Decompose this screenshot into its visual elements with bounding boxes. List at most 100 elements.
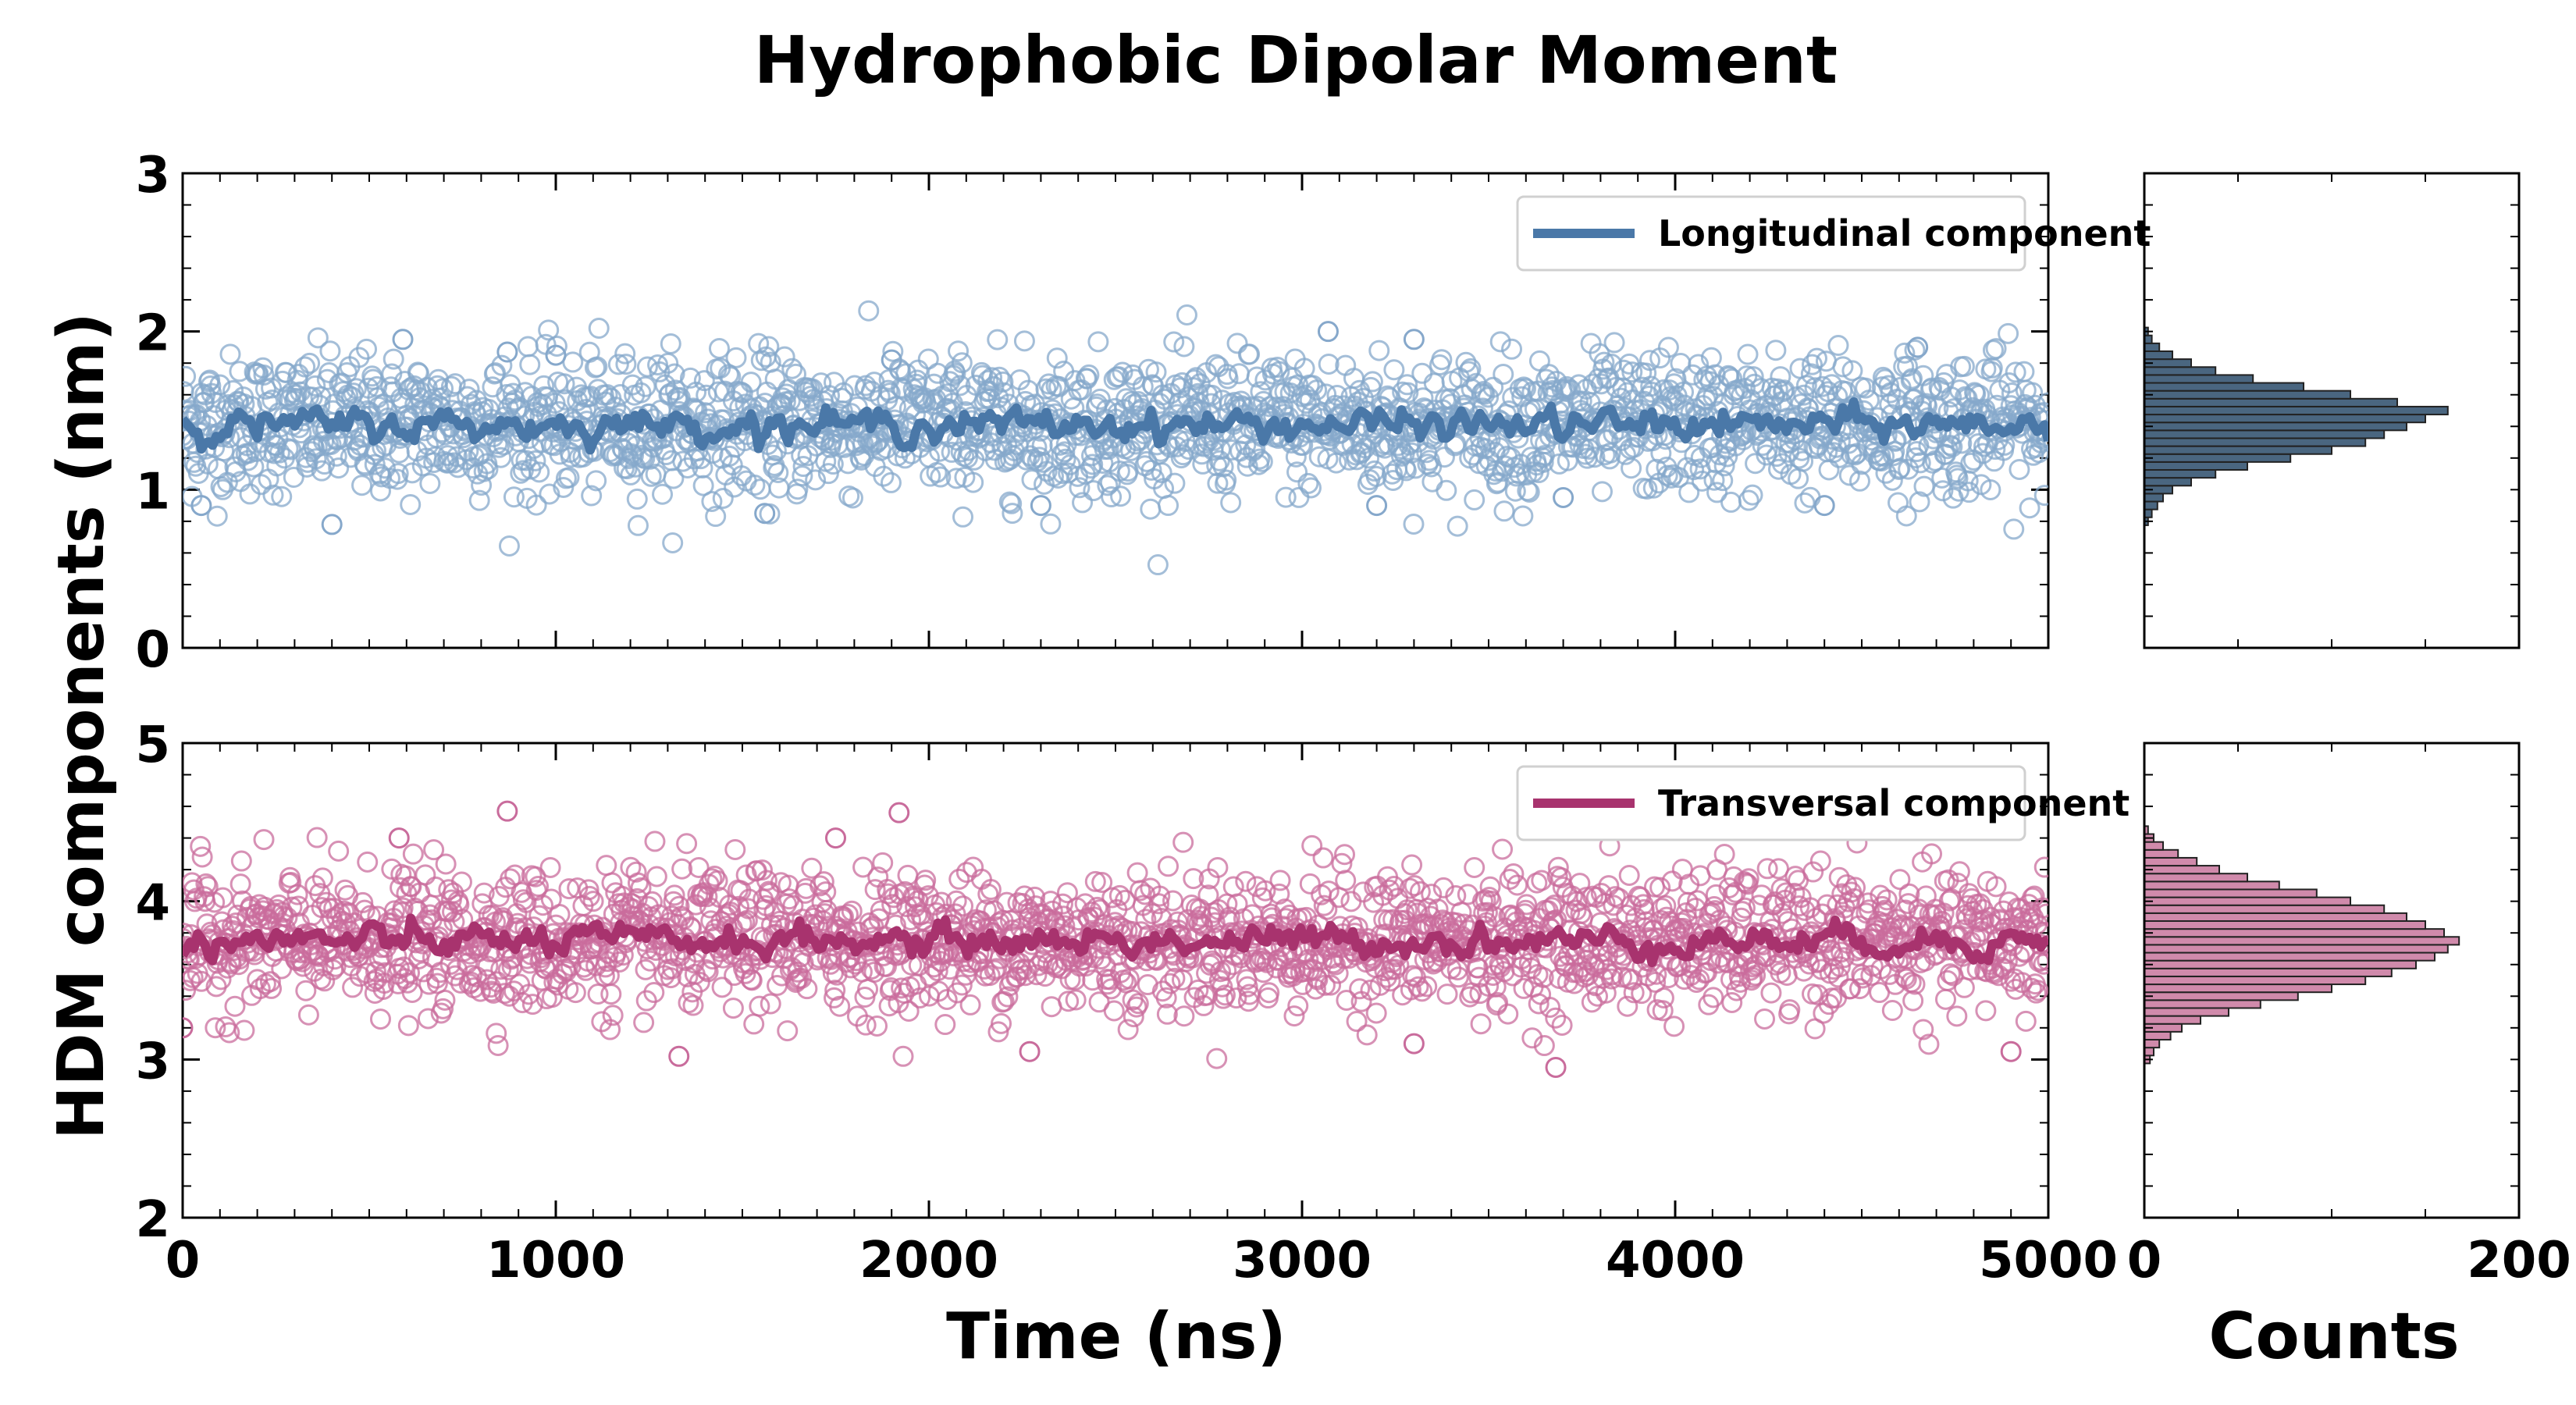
bottom-point bbox=[515, 891, 537, 913]
bottom-point bbox=[1155, 987, 1177, 1008]
bottom-point bbox=[2027, 980, 2048, 1001]
bottom-point bbox=[1135, 909, 1157, 930]
bottom-point bbox=[1829, 956, 1851, 978]
bottom-point bbox=[1904, 973, 1926, 995]
top-point bbox=[2003, 518, 2025, 540]
bottom-point bbox=[1840, 978, 1862, 1000]
bottom-point bbox=[668, 895, 690, 917]
bottom-point bbox=[860, 959, 882, 980]
bottom-ytick-label: 3 bbox=[135, 1033, 170, 1090]
top-point bbox=[606, 445, 628, 467]
top-outlier-point bbox=[881, 349, 902, 371]
bottom-point bbox=[630, 877, 652, 898]
top-point bbox=[1660, 467, 1682, 489]
top-point bbox=[1621, 457, 1642, 479]
bottom-point bbox=[864, 879, 886, 901]
bottom-point bbox=[286, 884, 308, 905]
top-point bbox=[328, 457, 350, 479]
top-point bbox=[558, 467, 580, 489]
top-point bbox=[1802, 354, 1823, 375]
bottom-hist-bar bbox=[2144, 959, 2417, 969]
top-point bbox=[749, 478, 771, 500]
bottom-point bbox=[1703, 987, 1724, 1008]
top-point bbox=[724, 476, 745, 498]
bottom-point bbox=[1427, 898, 1449, 920]
top-point bbox=[1455, 351, 1477, 373]
top-point bbox=[1855, 377, 1877, 399]
top-point bbox=[1737, 343, 1759, 365]
bottom-point bbox=[280, 872, 302, 894]
bottom-point bbox=[644, 831, 666, 852]
top-point bbox=[262, 389, 283, 411]
bottom-point bbox=[1653, 987, 1674, 1009]
top-point bbox=[1841, 360, 1863, 382]
top-point bbox=[951, 352, 973, 374]
bottom-point bbox=[1948, 861, 1970, 883]
bottom-point bbox=[1470, 1013, 1492, 1035]
bottom-point bbox=[402, 843, 424, 865]
top-point bbox=[503, 486, 525, 508]
bottom-hist-bar bbox=[2144, 984, 2332, 994]
bottom-hist-bar bbox=[2144, 928, 2445, 938]
bottom-point bbox=[682, 994, 704, 1016]
bottom-point bbox=[1479, 876, 1501, 898]
bottom-point bbox=[1253, 962, 1275, 984]
bottom-point bbox=[1779, 999, 1801, 1021]
top-point bbox=[1147, 554, 1169, 576]
bottom-point bbox=[369, 1008, 391, 1030]
bottom-point bbox=[528, 876, 550, 898]
bottom-point bbox=[1953, 976, 1975, 998]
top-point bbox=[1774, 379, 1795, 401]
top-hist-bar bbox=[2144, 477, 2192, 487]
top-point bbox=[1873, 445, 1895, 467]
bottom-point bbox=[1162, 890, 1184, 912]
bottom-point bbox=[418, 973, 440, 995]
top-point bbox=[304, 375, 326, 397]
top-point bbox=[271, 486, 293, 507]
bottom-point bbox=[1939, 963, 1961, 985]
bottom-point bbox=[374, 962, 396, 984]
bottom-hist-bar bbox=[2144, 865, 2220, 875]
bottom-point bbox=[295, 980, 317, 1001]
bottom-point bbox=[1212, 976, 1233, 998]
bottom-legend-box bbox=[1516, 765, 2026, 841]
top-point bbox=[183, 365, 197, 387]
bottom-outlier-point bbox=[1545, 1056, 1567, 1078]
top-point bbox=[588, 318, 610, 340]
bottom-point bbox=[1734, 897, 1756, 919]
top-point bbox=[1046, 347, 1068, 369]
bottom-point bbox=[741, 969, 763, 991]
top-point bbox=[819, 385, 841, 407]
top-point bbox=[239, 483, 261, 505]
bottom-point bbox=[759, 882, 781, 904]
bottom-point bbox=[1827, 966, 1849, 988]
top-point bbox=[477, 458, 499, 480]
bottom-point bbox=[909, 987, 931, 1008]
top-outlier-point bbox=[1366, 495, 1388, 517]
top-point bbox=[627, 514, 649, 536]
top-point bbox=[1154, 388, 1176, 410]
bottom-point bbox=[486, 971, 508, 993]
bottom-point bbox=[578, 885, 600, 907]
bottom-hist-bar bbox=[2144, 848, 2179, 859]
top-hist-bar bbox=[2144, 382, 2304, 392]
x-axis-label-time: Time (ns) bbox=[946, 1300, 1286, 1374]
top-point bbox=[299, 352, 321, 374]
top-point bbox=[581, 485, 603, 507]
top-point bbox=[1140, 498, 1162, 520]
bottom-point bbox=[1207, 856, 1229, 878]
bottom-hist-bar bbox=[2144, 888, 2318, 898]
bottom-point bbox=[225, 912, 247, 934]
bottom-point bbox=[1336, 989, 1357, 1011]
bottom-outlier-point bbox=[888, 802, 910, 823]
top-point bbox=[880, 471, 902, 493]
bottom-point bbox=[1235, 870, 1257, 892]
bottom-point bbox=[276, 906, 298, 928]
top-point bbox=[1794, 492, 1816, 514]
top-point bbox=[1089, 388, 1111, 410]
top-point bbox=[607, 354, 629, 375]
top-point bbox=[945, 362, 966, 384]
top-point bbox=[1377, 385, 1399, 407]
top-point bbox=[873, 465, 895, 487]
bottom-point bbox=[1478, 975, 1500, 997]
